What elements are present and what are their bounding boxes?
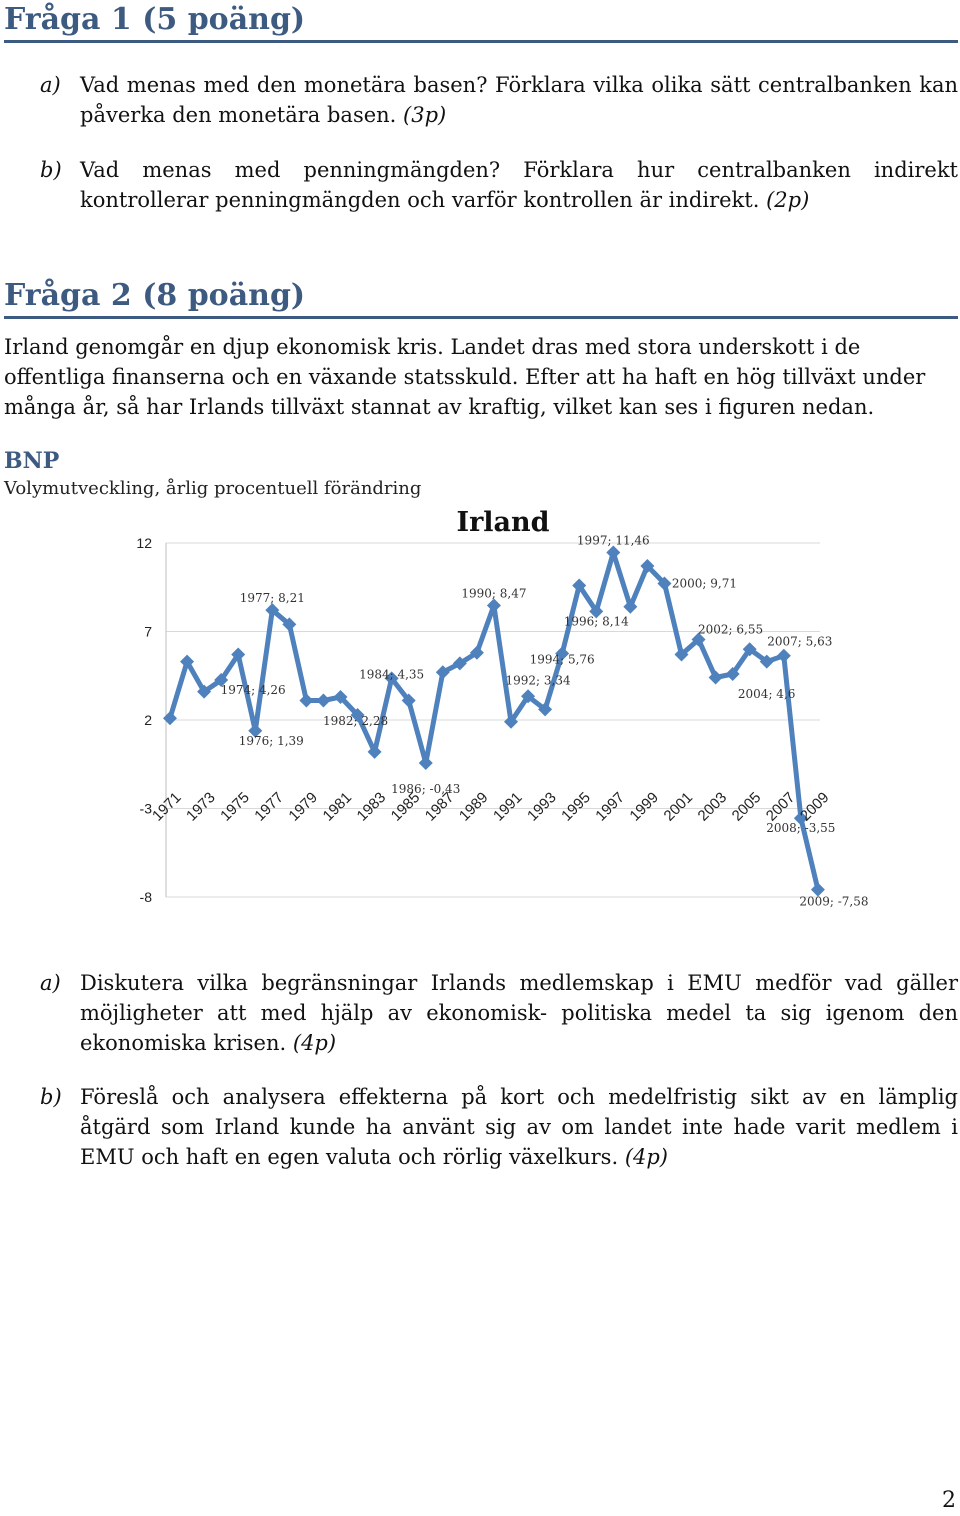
data-point <box>708 670 723 685</box>
data-point <box>418 756 433 771</box>
data-point <box>231 647 246 662</box>
data-point <box>657 576 672 591</box>
data-point <box>214 672 229 687</box>
data-point <box>793 811 808 826</box>
y-tick-label: 2 <box>144 712 152 728</box>
data-point <box>572 578 587 593</box>
q2-b-text: Föreslå och analysera effekterna på kort… <box>80 1085 958 1169</box>
data-point <box>504 714 518 729</box>
x-tick-label: 2007 <box>763 789 799 825</box>
data-point <box>640 559 655 574</box>
data-label: 1996; 8,14 <box>564 614 629 628</box>
data-point <box>367 744 382 759</box>
data-point <box>606 545 621 560</box>
data-point <box>623 599 638 614</box>
y-tick-label: 7 <box>144 624 152 640</box>
y-tick-label: -3 <box>140 801 153 817</box>
data-point <box>691 632 706 647</box>
x-tick-label: 1973 <box>183 789 219 825</box>
q2-a-label: a) <box>40 971 61 995</box>
data-label: 2009; -7,58 <box>799 895 868 909</box>
data-point <box>401 693 416 708</box>
data-label: 1977; 8,21 <box>240 591 305 605</box>
data-label: 1984; 4,35 <box>359 667 424 681</box>
chart-title: Irland <box>456 507 549 538</box>
data-label: 1982; 2,28 <box>323 714 388 728</box>
x-tick-label: 1983 <box>354 789 390 825</box>
q2-a-text: Diskutera vilka begränsningar Irlands me… <box>80 971 958 1055</box>
data-point <box>197 684 212 699</box>
q1-a-text: Vad menas med den monetära basen? Förkla… <box>80 73 958 127</box>
q2-heading: Fråga 2 (8 poäng) <box>4 278 958 319</box>
data-point <box>776 648 791 663</box>
data-label: 1986; -0,43 <box>391 782 460 796</box>
x-tick-label: 2003 <box>695 789 731 825</box>
data-point <box>435 665 450 680</box>
x-tick-label: 2009 <box>797 789 833 825</box>
data-label: 1992; 3,34 <box>505 673 570 687</box>
x-tick-label: 1989 <box>456 789 492 825</box>
figure-subtitle: Volymutveckling, årlig procentuell förän… <box>4 478 422 499</box>
data-point <box>521 689 536 704</box>
data-label: 2000; 9,71 <box>672 577 737 591</box>
data-label: 1974; 4,26 <box>221 683 286 697</box>
data-label: 2002; 6,55 <box>698 622 763 636</box>
x-tick-label: 1971 <box>149 789 185 825</box>
data-point <box>674 647 689 662</box>
data-point <box>299 693 314 708</box>
data-point <box>469 645 484 660</box>
data-point <box>725 666 740 681</box>
data-point <box>350 708 365 723</box>
data-label: 1997; 11,46 <box>577 534 650 548</box>
data-point <box>316 693 331 708</box>
x-tick-label: 1995 <box>558 789 594 825</box>
data-label: 1994; 5,76 <box>530 652 595 666</box>
data-point <box>759 654 774 669</box>
gdp-line-chart: 1272-3-8Irland19711973197519771979198119… <box>136 507 868 909</box>
data-point <box>333 689 348 704</box>
data-label: 2007; 5,63 <box>767 635 832 649</box>
data-point <box>555 646 570 661</box>
x-tick-label: 1975 <box>217 789 253 825</box>
data-point <box>180 654 195 669</box>
x-tick-label: 1993 <box>524 789 560 825</box>
data-point <box>742 642 757 657</box>
q1-heading: Fråga 1 (5 poäng) <box>4 2 958 43</box>
q2-b-label: b) <box>40 1085 62 1109</box>
x-tick-label: 1979 <box>285 789 321 825</box>
q1-a-label: a) <box>40 73 61 97</box>
data-point <box>486 598 501 613</box>
x-tick-label: 1977 <box>251 789 287 825</box>
data-label: 2008; -3,55 <box>766 821 835 835</box>
data-point <box>163 711 177 726</box>
q1-b-label: b) <box>40 158 62 182</box>
q1-b-text: Vad menas med penningmängden? Förklara h… <box>80 158 958 212</box>
x-tick-label: 1981 <box>320 789 356 825</box>
data-point <box>810 882 825 897</box>
data-point <box>589 604 604 619</box>
y-tick-label: 12 <box>136 535 152 551</box>
data-point <box>282 617 297 632</box>
q2-intro: Irland genomgår en djup ekonomisk kris. … <box>4 335 926 419</box>
data-point <box>384 671 399 686</box>
x-tick-label: 1997 <box>592 789 628 825</box>
x-tick-label: 1991 <box>490 789 526 825</box>
page-number: 2 <box>942 1488 956 1513</box>
figure-label: BNP <box>4 448 60 474</box>
data-label: 2004; 4,6 <box>738 687 795 701</box>
y-tick-label: -8 <box>140 889 153 905</box>
x-tick-label: 1999 <box>626 789 662 825</box>
data-point <box>538 702 553 717</box>
data-label: 1976; 1,39 <box>239 734 304 748</box>
data-point <box>452 656 467 671</box>
data-point <box>248 723 263 738</box>
data-label: 1990; 8,47 <box>461 586 526 600</box>
x-tick-label: 2005 <box>729 789 765 825</box>
x-tick-label: 2001 <box>661 789 697 825</box>
data-point <box>265 603 280 618</box>
